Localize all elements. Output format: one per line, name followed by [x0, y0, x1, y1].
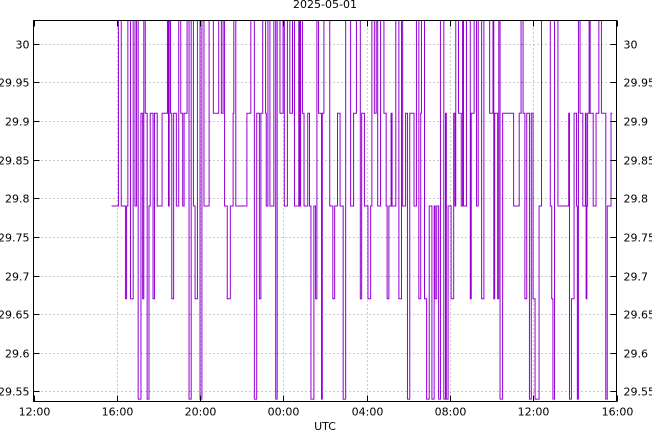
plot-frame: [33, 20, 617, 402]
y-tick-label-right: 30: [624, 39, 638, 52]
y-tick-label-right: 29.7: [624, 271, 649, 284]
y-tick-label-left: 29.85: [0, 155, 30, 168]
y-tick-label-right: 29.55: [624, 386, 652, 399]
y-tick-label-left: 29.75: [0, 232, 30, 245]
y-tick-label-right: 29.8: [624, 193, 649, 206]
x-tick-label: 12:00: [518, 406, 550, 419]
chart-title: 2025-05-01: [293, 0, 357, 11]
y-tick-label-left: 29.9: [5, 116, 30, 129]
x-tick-label: 16:00: [602, 406, 634, 419]
x-tick-label: 04:00: [352, 406, 384, 419]
y-tick-label-left: 29.8: [5, 193, 30, 206]
series-layer: [111, 20, 613, 400]
y-tick-label-right: 29.95: [624, 77, 652, 90]
x-axis-label: UTC: [314, 420, 336, 432]
y-tick-label-left: 29.95: [0, 77, 30, 90]
y-tick-label-left: 29.6: [5, 348, 30, 361]
series-line: [111, 20, 613, 400]
x-tick-label: 20:00: [185, 406, 217, 419]
y-tick-label-right: 29.6: [624, 348, 649, 361]
axis-ticks: 29.55 29.55 29.6 29.6 29.65 29.65 29.7 29.7 29.7…: [0, 20, 652, 419]
y-tick-label-left: 29.55: [0, 386, 30, 399]
x-tick-label: 12:00: [19, 406, 51, 419]
x-tick-label: 08:00: [435, 406, 467, 419]
y-tick-label-left: 29.65: [0, 309, 30, 322]
y-tick-label-left: 29.7: [5, 271, 30, 284]
y-tick-label-right: 29.75: [624, 232, 652, 245]
y-tick-label-right: 29.9: [624, 116, 649, 129]
x-tick-label: 00:00: [268, 406, 300, 419]
y-tick-label-left: 30: [16, 39, 30, 52]
y-tick-label-right: 29.85: [624, 155, 652, 168]
y-tick-label-right: 29.65: [624, 309, 652, 322]
x-tick-label: 16:00: [102, 406, 134, 419]
